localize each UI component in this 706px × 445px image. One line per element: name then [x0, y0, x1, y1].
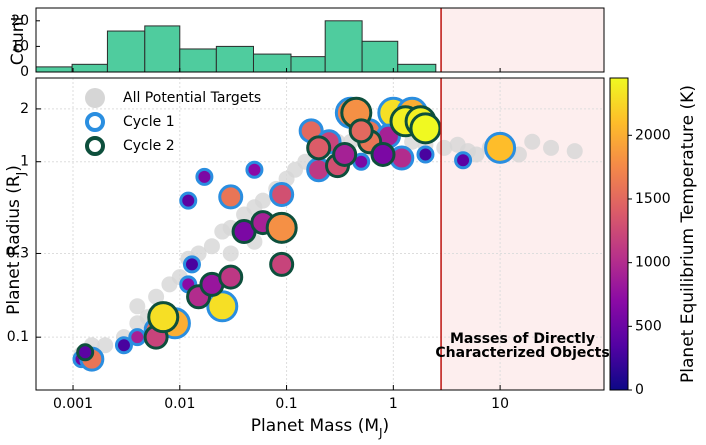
point — [543, 139, 560, 156]
hist-bar — [324, 20, 363, 73]
hist-bar — [179, 48, 217, 73]
hist-bar — [35, 66, 73, 73]
region-annotation: Masses of Directly — [450, 331, 595, 347]
point — [182, 255, 201, 274]
point — [269, 182, 295, 208]
point — [129, 298, 146, 315]
y-tick-label: 2 — [20, 101, 29, 117]
legend-label: All Potential Targets — [123, 90, 261, 106]
point — [348, 118, 374, 144]
colorbar-tick-label: 1000 — [635, 255, 671, 271]
y-tick-label: 1 — [20, 154, 29, 170]
point — [218, 264, 244, 290]
hist-bar — [106, 30, 146, 73]
y-label-sub: J — [14, 172, 28, 177]
legend-marker — [85, 136, 105, 156]
point — [148, 288, 165, 305]
hist-y-tick-label: 20 — [11, 13, 29, 29]
x-tick-label: 0.001 — [53, 396, 93, 412]
point — [416, 145, 435, 164]
point — [524, 133, 541, 150]
hist-bar — [252, 53, 292, 73]
point — [206, 290, 239, 323]
x-tick-label: 0.01 — [164, 396, 195, 412]
point — [484, 131, 517, 164]
y-label-text: Planet Radius (R — [4, 175, 24, 315]
y-tick-label: 0.1 — [7, 329, 29, 345]
legend-marker — [85, 112, 105, 132]
hist-bar — [290, 56, 326, 73]
x-tick-label: 0.1 — [275, 396, 297, 412]
point — [222, 245, 239, 262]
legend-label: Cycle 1 — [123, 114, 175, 130]
plot-frame — [35, 77, 605, 391]
point — [269, 251, 295, 277]
point — [128, 328, 147, 347]
point — [114, 336, 133, 355]
point — [468, 146, 485, 163]
hist-bar — [71, 63, 108, 73]
x-label-sub: J — [378, 426, 383, 440]
region-shade — [441, 78, 604, 390]
colorbar-label: Planet Equilibrium Temperature (K) — [678, 85, 698, 383]
point — [76, 343, 95, 362]
point — [147, 301, 180, 334]
colorbar-tick-label: 0 — [635, 382, 644, 398]
point — [409, 112, 442, 145]
x-tick-label: 10 — [491, 396, 509, 412]
y-label-end: ) — [4, 165, 24, 172]
x-label-text: Planet Mass (M — [251, 416, 379, 436]
colorbar-tick-label: 2000 — [635, 127, 671, 143]
point — [97, 337, 114, 354]
hist-y-label: Count — [8, 14, 28, 65]
point — [245, 160, 264, 179]
x-tick-label: 1 — [389, 396, 398, 412]
point — [254, 192, 271, 209]
colorbar-tick-label: 500 — [635, 318, 662, 334]
point — [179, 191, 198, 210]
hist-y-tick-label: 0 — [20, 64, 29, 80]
hist-bar — [397, 63, 437, 73]
hist-y-tick-label: 10 — [11, 38, 29, 54]
legend-marker — [85, 88, 105, 108]
point — [195, 167, 214, 186]
point — [370, 141, 396, 167]
hist-bar — [361, 40, 399, 73]
point — [566, 143, 583, 160]
y-label: Planet Radius (RJ) — [4, 165, 28, 315]
point — [306, 135, 332, 161]
point — [332, 141, 358, 167]
point — [454, 151, 473, 170]
point — [218, 184, 244, 210]
point — [265, 211, 298, 244]
point — [436, 139, 453, 156]
legend-label: Cycle 2 — [123, 138, 175, 154]
colorbar-tick-label: 1500 — [635, 191, 671, 207]
hist-bar — [215, 45, 254, 73]
hist-frame — [35, 7, 605, 73]
x-label-end: ) — [383, 416, 390, 436]
hist-bar — [144, 25, 181, 73]
x-label: Planet Mass (MJ) — [251, 416, 389, 440]
colorbar — [609, 77, 629, 391]
y-tick-label: 0.3 — [7, 245, 29, 261]
region-annotation: Characterized Objects — [435, 345, 609, 361]
point — [203, 238, 220, 255]
region-shade — [441, 8, 604, 72]
